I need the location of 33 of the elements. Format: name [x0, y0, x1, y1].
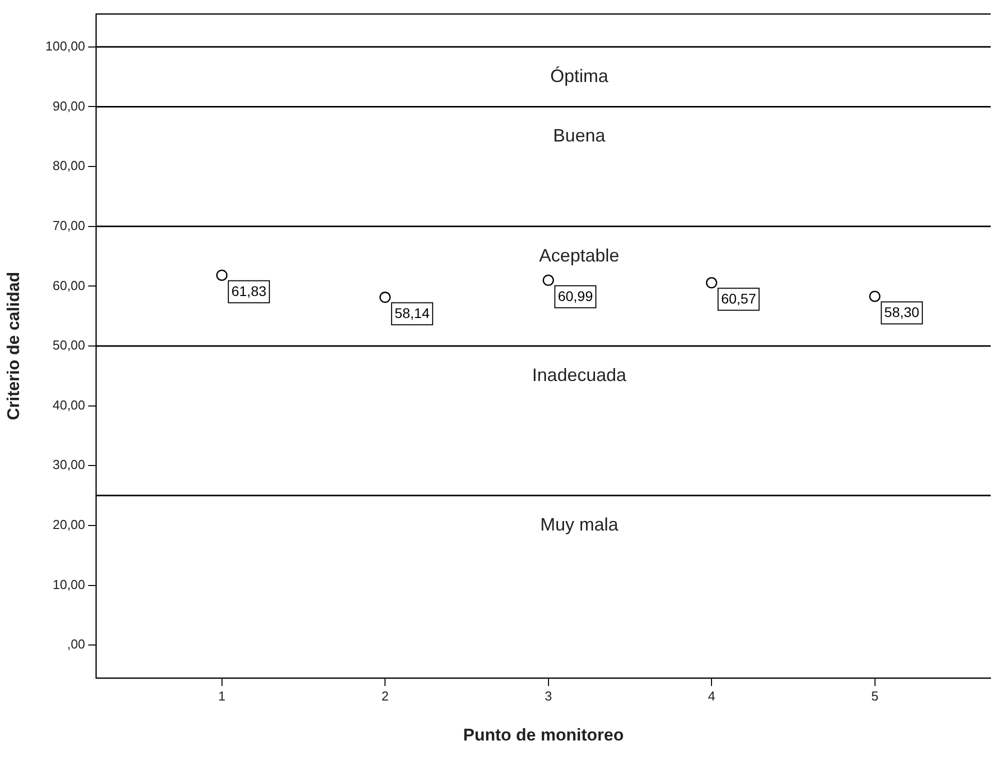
y-tick-label: 40,00	[52, 397, 86, 412]
y-axis-title: Criterio de calidad	[4, 272, 23, 420]
annotation: Aceptable	[539, 245, 620, 266]
data-label: 60,57	[721, 290, 756, 307]
y-tick-label: 20,00	[52, 517, 86, 532]
data-label: 58,30	[884, 304, 920, 320]
y-tick-label: 50,00	[52, 338, 86, 353]
x-tick-label: 1	[218, 688, 226, 704]
x-tick-label: 2	[381, 688, 389, 704]
x-tick-label: 5	[871, 688, 878, 704]
annotation: Óptima	[550, 66, 610, 86]
y-tick-label: 30,00	[52, 457, 86, 472]
x-tick-label: 4	[708, 688, 716, 704]
x-axis-title: Punto de monitoreo	[463, 725, 624, 744]
y-tick-label: 80,00	[52, 158, 86, 174]
point	[869, 290, 880, 302]
x-tick-label: 3	[544, 688, 552, 704]
y-tick-label: 70,00	[52, 218, 86, 233]
y-tick-label: 90,00	[52, 98, 86, 114]
y-tick-label: ,00	[67, 636, 86, 652]
y-tick-label: 60,00	[52, 278, 86, 293]
annotation: Muy mala	[540, 514, 620, 535]
y-tick-label: 10,00	[52, 576, 86, 592]
annotation: Buena	[553, 126, 606, 146]
point	[542, 274, 554, 286]
point	[379, 292, 391, 303]
y-tick-label: 100,00	[45, 38, 86, 54]
data-label: 58,14	[394, 305, 430, 322]
annotation: Inadecuada	[532, 364, 628, 385]
point	[216, 270, 228, 281]
data-label: 61,83	[231, 283, 267, 300]
point	[706, 277, 718, 288]
data-label: 60,99	[558, 288, 594, 304]
